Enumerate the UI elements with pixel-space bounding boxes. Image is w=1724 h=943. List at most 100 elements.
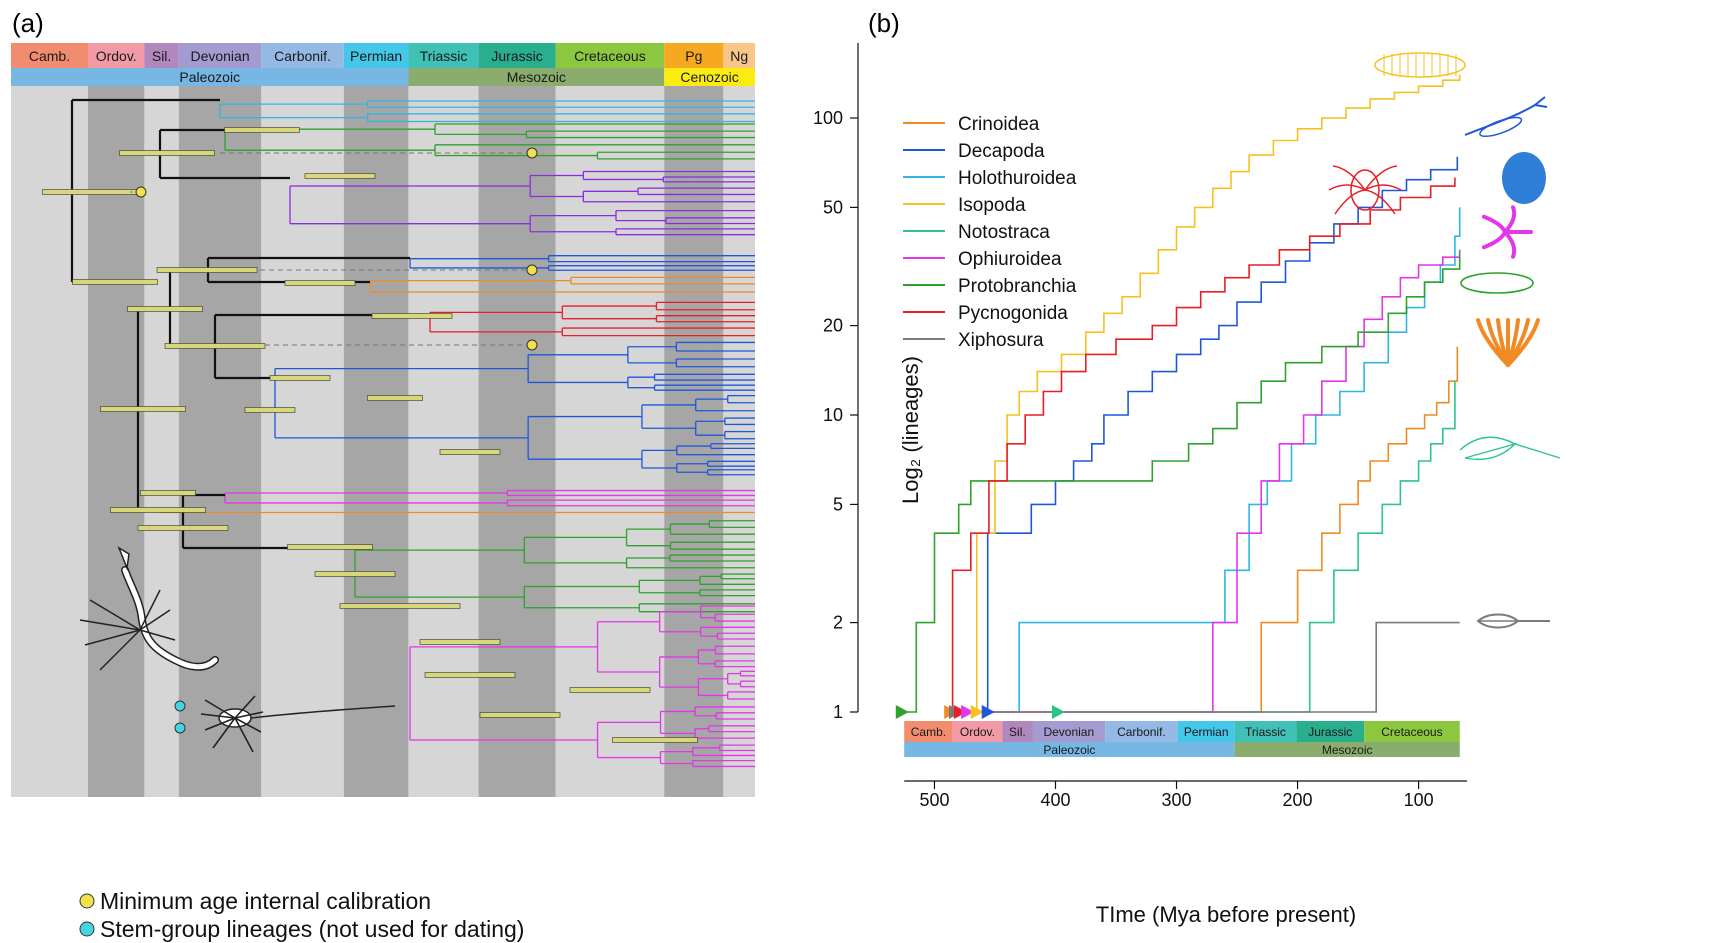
node-age-bar: [419, 639, 501, 645]
node-age-bar: [156, 267, 258, 273]
x-tick-label: 400: [1040, 790, 1070, 810]
period-cell-jurassic: [1296, 721, 1365, 742]
period-label-jurassic: Jurassic: [491, 48, 542, 64]
node-age-bar: [110, 507, 206, 513]
period-label-triassic: Triassic: [420, 48, 468, 64]
node-age-bar: [314, 571, 396, 577]
y-tick-label: 1: [833, 702, 843, 722]
phylogeny-panel: Camb. Ordov. Sil. Devonian Carbonif. Permian T…: [11, 43, 755, 942]
node-age-bar: [479, 712, 561, 718]
brittle-star-icon: [1481, 205, 1533, 259]
stem-group-dot-icon: [174, 700, 186, 712]
period-cell-camb: [904, 721, 953, 742]
fossil-silhouettes: [79, 546, 396, 753]
era-bar: Paleozoic Mesozoic Cenozoic: [11, 68, 755, 86]
legend-label-holothuroidea: Holothuroidea: [958, 168, 1077, 189]
period-label-camb: Camb.: [29, 48, 70, 64]
legend-label-pycnogonida: Pycnogonida: [958, 303, 1068, 324]
y-tick-label: 2: [833, 613, 843, 633]
period-cell-triassic: [1234, 721, 1297, 742]
period-cell-pg: [664, 43, 724, 68]
crinoid-icon: [1476, 318, 1540, 367]
period-label-jurassic: Jurassic: [1308, 725, 1352, 739]
calibration-dot-icon: [526, 339, 538, 351]
legend-calibration-label: Minimum age internal calibration: [100, 888, 431, 914]
era-cell-paleozoic: [11, 68, 409, 86]
axes: 1 2 5 10 20 50 100 500 400 300 200 100: [813, 43, 1467, 810]
series-line-crinoidea: [946, 346, 1459, 713]
time-band-ng: [723, 86, 755, 797]
node-age-bar: [42, 189, 138, 195]
calibration-legend: Minimum age internal calibration Stem-gr…: [79, 888, 524, 942]
y-tick-label: 100: [813, 108, 843, 128]
sea-cucumber-icon: [1502, 152, 1546, 204]
time-band-jurassic: [478, 86, 556, 797]
time-band-permian: [343, 86, 409, 797]
stem-group-dot-icon: [174, 722, 186, 734]
origin-marker-isopoda: [970, 705, 984, 719]
time-band-ordov: [88, 86, 145, 797]
origin-marker-notostraca: [1051, 705, 1065, 719]
period-cell-ordov: [88, 43, 145, 68]
node-age-bar: [127, 306, 203, 312]
period-label-pg: Pg: [685, 48, 702, 64]
taxon-icons: [1328, 52, 1561, 629]
origin-marker-ophiuroidea: [961, 705, 975, 719]
y-tick-label: 20: [823, 316, 843, 336]
y-axis-label: Log₂ (lineages): [898, 356, 923, 504]
period-cell-ng: [723, 43, 755, 68]
x-axis-label: TIme (Mya before present): [1096, 902, 1356, 927]
era-label-cenozoic: Cenozoic: [680, 69, 738, 85]
x-tick-label: 200: [1283, 790, 1313, 810]
node-age-bar: [119, 150, 215, 156]
panel-a-label: (a): [12, 8, 44, 38]
node-age-bar: [140, 490, 196, 496]
isopod-icon: [1374, 52, 1466, 78]
period-cell-carbonif: [261, 43, 344, 68]
time-band-triassic: [408, 86, 479, 797]
legend-label-isopoda: Isopoda: [958, 195, 1026, 216]
node-age-bar: [164, 343, 266, 349]
series-line-ophiuroidea: [964, 249, 1461, 713]
period-cell-devonian: [1032, 721, 1106, 742]
period-label-devonian: Devonian: [1043, 725, 1094, 739]
origin-marker-pycnogonida: [953, 705, 967, 719]
legend-label-decapoda: Decapoda: [958, 141, 1045, 162]
era-cell-paleozoic: [904, 742, 1235, 757]
eurypterid-fossil-icon: [79, 546, 219, 671]
period-label-devonian: Devonian: [190, 48, 249, 64]
node-age-bar: [72, 279, 158, 285]
legend: Crinoidea Decapoda Holothuroidea Isopoda Not…: [903, 114, 1077, 351]
legend-label-xiphosura: Xiphosura: [958, 330, 1044, 351]
node-age-bar: [424, 672, 516, 678]
stem-group-dot-icon: [79, 921, 95, 937]
legend-label-ophiuroidea: Ophiuroidea: [958, 249, 1062, 270]
period-cell-ordov: [952, 721, 1003, 742]
x-tick-label: 500: [919, 790, 949, 810]
calibration-dot-icon: [526, 264, 538, 276]
time-band-pg: [664, 86, 724, 797]
time-bands: [11, 86, 755, 797]
period-bar: Camb. Ordov. Sil. Devonian Carbonif. Permian T…: [904, 721, 1460, 757]
period-cell-triassic: [408, 43, 479, 68]
era-label-mesozoic: Mesozoic: [507, 69, 566, 85]
period-label-sil: Sil.: [152, 48, 171, 64]
node-age-bar: [304, 173, 376, 179]
period-label-cretaceous: Cretaceous: [1381, 725, 1442, 739]
series-line-decapoda: [986, 156, 1459, 712]
series-lines: [904, 74, 1461, 713]
era-cell-mesozoic: [1234, 742, 1460, 757]
series-line-pycnogonida: [951, 177, 1456, 712]
period-label-carbonif: Carbonif.: [274, 48, 331, 64]
legend-stem-group-label: Stem-group lineages (not used for dating…: [100, 916, 524, 942]
legend-label-protobranchia: Protobranchia: [958, 276, 1077, 297]
period-label-sil: Sil.: [1009, 725, 1026, 739]
series-line-isopoda: [976, 74, 1461, 712]
clam-icon: [1460, 272, 1534, 294]
period-cell-camb: [11, 43, 89, 68]
period-label-carbonif: Carbonif.: [1117, 725, 1166, 739]
period-label-permian: Permian: [1184, 725, 1229, 739]
panel-b-label: (b): [868, 8, 900, 38]
period-label-camb: Camb.: [911, 725, 946, 739]
node-age-bar: [569, 687, 651, 693]
